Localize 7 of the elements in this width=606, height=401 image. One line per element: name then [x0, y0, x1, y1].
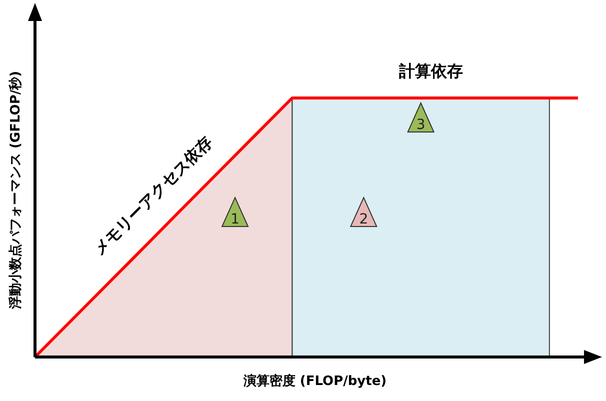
annotation: 1 [230, 212, 240, 228]
text: 計算依存 [398, 61, 463, 80]
annotation: 3 [416, 117, 426, 134]
annotation: 2 [359, 212, 368, 228]
y-axis-title: 浮動小数点パフォーマンス (GFLOP/秒) [8, 70, 24, 310]
annotation: メモリーアクセス依存 [90, 132, 216, 259]
x-axis-title: 演算密度 (FLOP/byte) [242, 373, 387, 389]
